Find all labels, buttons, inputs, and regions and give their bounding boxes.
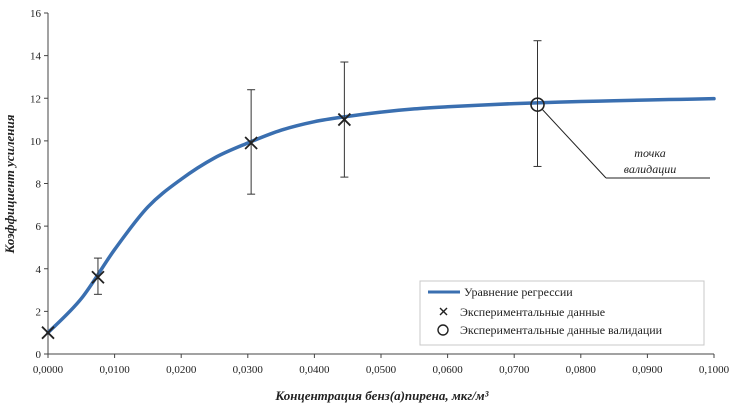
x-tick-label: 0,0200: [166, 364, 197, 376]
regression-line: [46, 96, 716, 335]
error-bars: [93, 40, 542, 295]
error-bar: [533, 40, 542, 167]
annotation-leader-line: [542, 109, 607, 179]
data-points: [41, 97, 545, 340]
x-axis-title: Концентрация бенз(а)пирена, мкг/м³: [274, 388, 489, 403]
x-tick-label: 0,0900: [632, 364, 663, 376]
legend-entry-regression: Уравнение регрессии: [464, 285, 573, 299]
annotation-text-line1: точка: [634, 146, 665, 160]
y-tick-label: 8: [36, 179, 42, 191]
y-tick-label: 4: [36, 264, 42, 276]
legend-box: [419, 280, 705, 346]
legend: Уравнение регрессии Экспериментальные да…: [419, 280, 705, 346]
axes: [44, 12, 715, 358]
x-tick-label: 0,0500: [366, 364, 397, 376]
legend-cross-marker: [439, 307, 448, 316]
y-tick-label: 2: [36, 306, 42, 318]
y-tick-labels: 0 2 4 6 8 10 12 14 16: [30, 8, 42, 361]
legend-entry-experimental: Экспериментальные данные: [460, 305, 605, 319]
experimental-point: [244, 136, 258, 150]
y-tick-label: 0: [36, 349, 42, 361]
x-tick-labels: 0,0000 0,0100 0,0200 0,0300 0,0400 0,0500 0,06…: [33, 364, 730, 376]
annotation-text-line2: валидации: [624, 162, 676, 176]
x-tick-label: 0,0300: [233, 364, 264, 376]
experimental-point: [91, 270, 105, 284]
legend-circle-marker: [437, 324, 449, 336]
y-tick-label: 12: [30, 93, 41, 105]
x-tick-label: 0,0800: [566, 364, 597, 376]
x-tick-label: 0,0100: [99, 364, 130, 376]
validation-point: [530, 97, 545, 112]
x-tick-label: 0,0000: [33, 364, 64, 376]
x-tick-label: 0,0400: [299, 364, 330, 376]
experimental-point: [337, 112, 352, 127]
y-tick-label: 14: [30, 51, 42, 63]
x-tick-label: 0,0700: [499, 364, 530, 376]
experimental-point: [41, 326, 55, 340]
y-tick-label: 6: [36, 221, 42, 233]
regression-series: [46, 96, 716, 335]
y-axis-title: Коэффициент усиления: [2, 114, 17, 254]
x-tick-label: 0,0600: [432, 364, 463, 376]
y-tick-label: 10: [30, 136, 42, 148]
x-tick-label: 0,1000: [699, 364, 730, 376]
legend-entry-validation: Экспериментальные данные валидации: [460, 323, 663, 337]
validation-annotation: точка валидации: [542, 109, 710, 179]
y-tick-label: 16: [30, 8, 42, 20]
